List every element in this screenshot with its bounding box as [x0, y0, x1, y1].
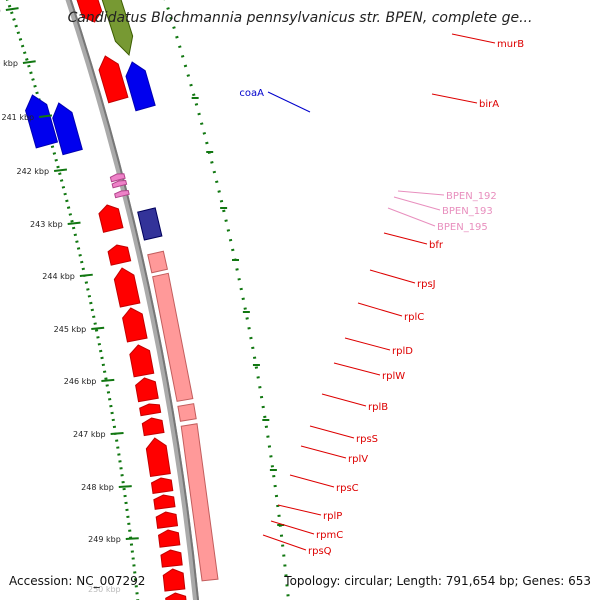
kbp-tick-label: 244 kbp: [42, 272, 75, 281]
label-leader-bfr: [383, 232, 428, 245]
reverse-strand-gene-15: [165, 592, 187, 600]
label-leader-rpsC: [289, 474, 335, 488]
coaA-gene-2: [52, 102, 83, 156]
reverse-strand-gene-14: [162, 568, 186, 592]
label-leader-rpsS: [309, 425, 355, 439]
small-gene-3: [114, 190, 130, 199]
reverse-strand-gene-3: [122, 307, 148, 343]
kbp-tick-label: 241 kbp: [2, 113, 35, 122]
backbone-outer: [65, 0, 199, 600]
gene-label-rpsS: rpsS: [356, 434, 378, 445]
kbp-tick-label: 249 kbp: [88, 535, 121, 544]
kbp-tick-label: 243 kbp: [30, 220, 63, 229]
upper-red-gene: [98, 55, 129, 104]
label-leader-rplP: [277, 504, 322, 516]
map-title: Candidatus Blochmannia pennsylvanicus st…: [67, 10, 533, 26]
gene-label-rplW: rplW: [382, 371, 405, 382]
label-leader-BPEN_192: [397, 190, 445, 196]
rna-gene-band-1: [147, 250, 169, 274]
gene-label-bfr: bfr: [429, 240, 444, 251]
label-leader-rplC: [357, 302, 403, 317]
kbp-tick-label: 248 kbp: [81, 483, 114, 492]
label-leader-murB: [451, 33, 496, 44]
gene-label-rplC: rplC: [404, 312, 424, 323]
reverse-strand-gene-10: [153, 494, 176, 510]
gene-label-rpsJ: rpsJ: [417, 279, 436, 290]
small-gene-2: [111, 179, 128, 189]
label-leader-rplV: [300, 445, 347, 459]
bfr-gene: [98, 204, 124, 233]
kbp-tick-mark: [79, 273, 93, 277]
gene-label-BPEN_193: BPEN_193: [442, 206, 493, 217]
rna-gene-band-2: [152, 272, 194, 402]
gene-label-rpmC: rpmC: [316, 530, 343, 541]
kbp-tick-mark: [101, 378, 115, 382]
gene-label-rpsC: rpsC: [336, 483, 359, 494]
kbp-tick-mark: [125, 537, 139, 540]
kbp-tick-mark: [22, 60, 36, 64]
topology-text: Topology: circular; Length: 791,654 bp; …: [284, 574, 591, 588]
gene-label-rplB: rplB: [368, 402, 388, 413]
reverse-strand-gene-2: [113, 267, 141, 308]
kbp-tick-label: 239 kbp: [0, 6, 1, 15]
kbp-tick-mark: [5, 7, 19, 11]
kbp-tick-mark: [38, 114, 53, 118]
gene-label-rplP: rplP: [323, 511, 342, 522]
rna-gene-band-3: [177, 403, 197, 422]
kbp-tick-label: 246 kbp: [64, 377, 97, 386]
reverse-strand-gene-13: [160, 549, 183, 568]
top-red-gene: [76, 0, 103, 23]
reverse-strand-gene-11: [155, 511, 179, 529]
kbp-tick-labels: 239 kbp 240 kbp 241 kbp 242 kbp 243 kbp 244 k…: [0, 6, 139, 594]
navy-gene: [137, 207, 163, 241]
rna-gene-band-4: [180, 423, 219, 582]
kbp-tick-label: 240 kbp: [0, 59, 18, 68]
label-leader-rplW: [333, 362, 381, 376]
reverse-strand-gene-9: [150, 477, 174, 494]
label-leader-rpsQ: [262, 534, 307, 551]
kbp-tick-label: 242 kbp: [16, 167, 49, 176]
gene-label-murB: murB: [497, 39, 524, 50]
gene-label-rplD: rplD: [392, 346, 413, 357]
reverse-strand-gene-8: [145, 437, 171, 478]
backbone-line: [69, 0, 199, 600]
small-gene-1: [109, 173, 126, 183]
label-leader-BPEN_193: [393, 196, 441, 211]
label-leader-rpsJ: [369, 269, 416, 284]
label-leader-BPEN_195: [387, 207, 436, 227]
gene-label-birA: birA: [479, 99, 499, 110]
kbp-tick-mark: [110, 432, 124, 435]
murB-gene: [101, 0, 134, 57]
kbp-tick-mark: [91, 326, 105, 330]
label-leader-rpmC: [270, 520, 315, 535]
reverse-strand-gene-7: [141, 417, 165, 437]
reverse-strand-gene-5: [135, 377, 159, 403]
reverse-strand-gene-6: [139, 403, 162, 417]
kbp-tick-label-edge: 250 kbp: [88, 585, 121, 594]
accession-text: Accession: NC_007292: [9, 574, 146, 588]
outer-tick-ring: [5, 0, 140, 600]
reverse-strand-gene-4: [129, 344, 155, 378]
label-leader-coaA: [267, 91, 311, 113]
gene-label-coaA: coaA: [239, 88, 264, 99]
birA-gene: [125, 61, 156, 112]
label-leader-rplD: [344, 337, 391, 351]
kbp-tick-mark: [53, 168, 68, 172]
reverse-strand-gene-12: [158, 529, 181, 548]
gene-label-BPEN_192: BPEN_192: [446, 191, 497, 202]
coaA-gene-1: [25, 94, 59, 149]
kbp-tick-label: 245 kbp: [54, 325, 87, 334]
kbp-tick-label: 247 kbp: [73, 430, 106, 439]
gene-label-rpsQ: rpsQ: [308, 546, 332, 557]
label-leader-birA: [431, 93, 478, 104]
kbp-tick-mark: [67, 221, 81, 225]
kbp-tick-mark: [118, 485, 132, 488]
gene-label-BPEN_195: BPEN_195: [437, 222, 488, 233]
label-leader-rplB: [321, 393, 367, 407]
reverse-strand-gene-1: [107, 244, 132, 266]
gene-label-rplV: rplV: [348, 454, 368, 465]
